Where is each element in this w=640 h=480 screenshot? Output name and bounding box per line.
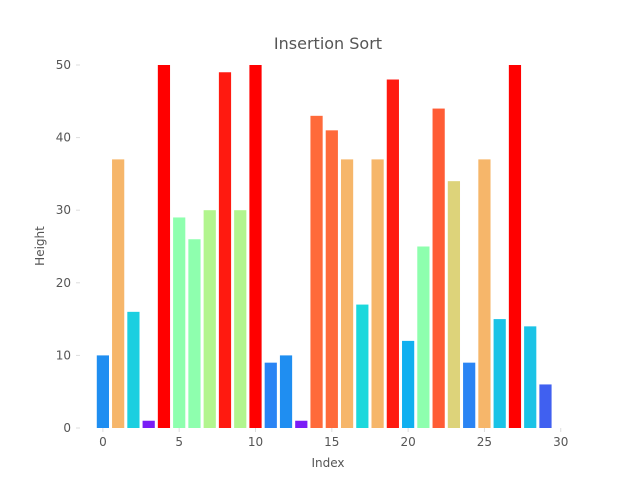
x-axis-label: Index xyxy=(311,456,344,470)
bar-0 xyxy=(96,355,109,428)
bar-16 xyxy=(340,159,354,428)
bar-29 xyxy=(539,384,552,428)
bar-15 xyxy=(325,130,338,428)
bar-24 xyxy=(463,362,476,428)
bar-28 xyxy=(524,326,537,428)
y-tick-label-50: 50 xyxy=(56,58,71,72)
bar-3 xyxy=(142,420,155,428)
bar-13 xyxy=(295,420,308,428)
bar-9 xyxy=(234,210,247,428)
bar-25 xyxy=(478,159,491,428)
y-tick-label-40: 40 xyxy=(56,131,71,145)
bar-7 xyxy=(203,210,216,428)
x-tick-label-10: 10 xyxy=(248,435,263,449)
y-tick-label-20: 20 xyxy=(56,276,71,290)
y-tick-label-0: 0 xyxy=(63,421,71,435)
x-tick-label-25: 25 xyxy=(477,435,492,449)
bar-14 xyxy=(310,115,323,428)
y-ticks-group: 0 10 20 30 40 50 xyxy=(56,58,80,435)
bar-19 xyxy=(386,79,399,429)
x-tick-label-0: 0 xyxy=(99,435,107,449)
y-tick-label-10: 10 xyxy=(56,348,71,362)
bar-10 xyxy=(249,65,262,428)
bar-11 xyxy=(264,362,277,428)
bar-2 xyxy=(127,311,140,428)
bar-18 xyxy=(371,159,384,428)
bar-21 xyxy=(417,246,430,428)
bar-6 xyxy=(188,239,201,428)
bar-8 xyxy=(218,72,232,428)
bar-26 xyxy=(493,319,506,428)
bar-22 xyxy=(432,108,445,428)
bar-4 xyxy=(157,65,171,428)
y-axis-label: Height xyxy=(33,226,47,266)
chart-title: Insertion Sort xyxy=(274,34,382,53)
x-tick-label-30: 30 xyxy=(553,435,568,449)
bar-1 xyxy=(112,159,125,428)
x-tick-label-20: 20 xyxy=(400,435,415,449)
bars-group xyxy=(96,65,552,429)
bar-27 xyxy=(508,65,522,428)
x-tick-label-15: 15 xyxy=(324,435,339,449)
bar-5 xyxy=(173,217,186,428)
x-tick-label-5: 5 xyxy=(175,435,183,449)
x-ticks-group: 0 5 10 15 20 25 30 xyxy=(99,428,568,449)
bar-17 xyxy=(356,304,369,428)
y-tick-label-30: 30 xyxy=(56,203,71,217)
bar-23 xyxy=(447,181,461,428)
bar-12 xyxy=(279,355,293,428)
bar-20 xyxy=(402,340,415,428)
